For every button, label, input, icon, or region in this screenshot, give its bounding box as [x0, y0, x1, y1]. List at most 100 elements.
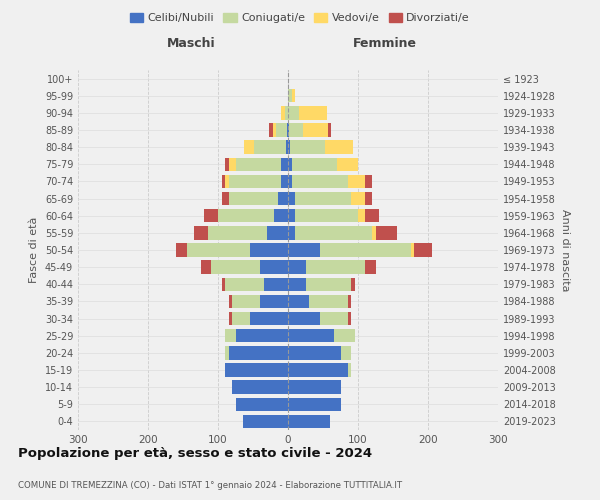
Bar: [225, 346, 229, 360]
Bar: [288, 278, 305, 291]
Bar: [288, 398, 341, 411]
Bar: [328, 124, 331, 136]
Y-axis label: Fasce di età: Fasce di età: [29, 217, 39, 283]
Bar: [288, 364, 347, 376]
Bar: [320, 244, 410, 256]
Legend: Celibi/Nubili, Coniugati/e, Vedovi/e, Divorziati/e: Celibi/Nubili, Coniugati/e, Vedovi/e, Di…: [125, 8, 475, 28]
Bar: [292, 89, 295, 102]
Bar: [288, 414, 330, 428]
Bar: [218, 209, 274, 222]
Bar: [242, 414, 288, 428]
Bar: [334, 329, 355, 342]
Bar: [414, 244, 431, 256]
Bar: [288, 140, 290, 154]
Bar: [299, 106, 326, 120]
Bar: [269, 124, 272, 136]
Bar: [232, 294, 260, 308]
Bar: [347, 174, 365, 188]
Bar: [254, 140, 286, 154]
Bar: [287, 124, 288, 136]
Bar: [221, 174, 225, 188]
Bar: [267, 226, 288, 239]
Bar: [305, 278, 351, 291]
Bar: [235, 158, 281, 171]
Bar: [341, 346, 351, 360]
Bar: [376, 226, 397, 239]
Bar: [288, 244, 320, 256]
Bar: [272, 124, 276, 136]
Bar: [347, 294, 351, 308]
Bar: [229, 346, 288, 360]
Bar: [365, 174, 372, 188]
Bar: [229, 312, 232, 326]
Bar: [288, 174, 292, 188]
Bar: [305, 260, 365, 274]
Bar: [229, 174, 281, 188]
Bar: [325, 140, 353, 154]
Bar: [235, 329, 288, 342]
Text: Femmine: Femmine: [353, 37, 416, 50]
Bar: [208, 226, 267, 239]
Bar: [277, 192, 288, 205]
Bar: [225, 158, 229, 171]
Bar: [288, 89, 292, 102]
Bar: [288, 124, 289, 136]
Bar: [200, 260, 211, 274]
Bar: [193, 226, 208, 239]
Bar: [250, 244, 288, 256]
Bar: [295, 226, 372, 239]
Bar: [292, 174, 347, 188]
Bar: [221, 192, 229, 205]
Text: COMUNE DI TREMEZZINA (CO) - Dati ISTAT 1° gennaio 2024 - Elaborazione TUTTITALIA: COMUNE DI TREMEZZINA (CO) - Dati ISTAT 1…: [18, 480, 402, 490]
Bar: [260, 294, 288, 308]
Bar: [365, 209, 379, 222]
Bar: [295, 209, 358, 222]
Bar: [288, 158, 292, 171]
Bar: [358, 209, 365, 222]
Bar: [347, 312, 351, 326]
Bar: [225, 364, 288, 376]
Bar: [263, 278, 288, 291]
Bar: [288, 226, 295, 239]
Bar: [365, 192, 372, 205]
Bar: [229, 294, 232, 308]
Bar: [304, 124, 328, 136]
Bar: [229, 192, 277, 205]
Bar: [337, 158, 358, 171]
Bar: [288, 260, 305, 274]
Bar: [292, 158, 337, 171]
Bar: [351, 278, 355, 291]
Bar: [295, 192, 351, 205]
Bar: [225, 174, 229, 188]
Bar: [347, 364, 351, 376]
Bar: [244, 140, 254, 154]
Bar: [260, 260, 288, 274]
Bar: [288, 329, 334, 342]
Bar: [281, 106, 284, 120]
Bar: [221, 278, 225, 291]
Bar: [288, 106, 299, 120]
Bar: [235, 398, 288, 411]
Bar: [276, 124, 287, 136]
Bar: [250, 312, 288, 326]
Bar: [281, 174, 288, 188]
Bar: [309, 294, 347, 308]
Bar: [288, 346, 341, 360]
Bar: [225, 329, 235, 342]
Bar: [284, 106, 288, 120]
Bar: [232, 312, 250, 326]
Bar: [288, 294, 309, 308]
Bar: [372, 226, 376, 239]
Bar: [288, 380, 341, 394]
Y-axis label: Anni di nascita: Anni di nascita: [560, 209, 569, 291]
Bar: [410, 244, 414, 256]
Bar: [211, 260, 260, 274]
Bar: [274, 209, 288, 222]
Bar: [288, 209, 295, 222]
Bar: [365, 260, 376, 274]
Bar: [281, 158, 288, 171]
Text: Popolazione per età, sesso e stato civile - 2024: Popolazione per età, sesso e stato civil…: [18, 448, 372, 460]
Bar: [288, 312, 320, 326]
Bar: [229, 158, 235, 171]
Bar: [225, 278, 263, 291]
